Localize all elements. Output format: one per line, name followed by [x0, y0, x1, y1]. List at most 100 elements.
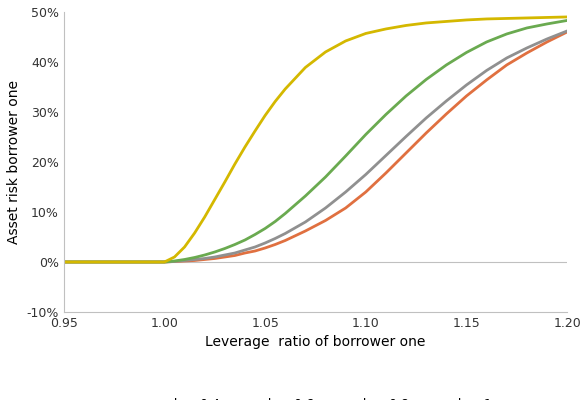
rho=0.8: [483, 40, 490, 44]
rho=0.8: [302, 194, 309, 198]
rho=0.6: [342, 190, 349, 194]
rho=0.6: [523, 46, 530, 50]
rho=0.6: [60, 260, 67, 264]
rho=0.4: [221, 254, 228, 259]
Line: rho=1: rho=1: [64, 17, 567, 262]
rho=0.8: [181, 257, 188, 262]
rho=0.8: [503, 32, 510, 36]
rho=0.8: [282, 211, 289, 216]
Line: rho=0.8: rho=0.8: [64, 20, 567, 262]
rho=0.6: [362, 172, 369, 177]
rho=1: [252, 128, 259, 133]
rho=0.6: [564, 28, 571, 33]
rho=0.8: [60, 260, 67, 264]
rho=0.4: [423, 130, 430, 135]
rho=0.6: [191, 257, 198, 262]
rho=0.8: [342, 154, 349, 158]
rho=0.4: [382, 170, 389, 175]
rho=0.6: [443, 98, 450, 103]
rho=0.4: [171, 259, 178, 264]
rho=0.4: [463, 94, 470, 98]
rho=0.4: [523, 50, 530, 55]
rho=0.4: [232, 253, 239, 258]
rho=0.4: [201, 257, 208, 262]
rho=0.8: [423, 77, 430, 82]
rho=0.8: [272, 219, 279, 224]
rho=1: [211, 197, 218, 202]
rho=1: [242, 144, 249, 149]
rho=1: [232, 162, 239, 166]
rho=1: [362, 31, 369, 36]
rho=0.4: [161, 260, 168, 264]
rho=0.8: [171, 258, 178, 263]
rho=0.6: [221, 252, 228, 257]
rho=1: [403, 23, 410, 28]
rho=0.8: [232, 242, 239, 247]
rho=0.6: [463, 82, 470, 87]
rho=1: [60, 260, 67, 264]
rho=1: [221, 180, 228, 184]
rho=1: [543, 15, 550, 20]
Line: rho=0.4: rho=0.4: [64, 32, 567, 262]
rho=0.4: [242, 250, 249, 255]
rho=0.8: [191, 255, 198, 260]
rho=0.4: [483, 78, 490, 82]
rho=0.4: [543, 40, 550, 44]
rho=0.8: [443, 62, 450, 67]
Legend: rho=0.4, rho=0.6, rho=0.8, rho=1: rho=0.4, rho=0.6, rho=0.8, rho=1: [133, 393, 497, 400]
rho=1: [443, 19, 450, 24]
rho=0.4: [252, 248, 259, 253]
rho=0.4: [272, 242, 279, 247]
rho=0.6: [242, 248, 249, 252]
rho=1: [523, 16, 530, 20]
rho=0.8: [463, 50, 470, 55]
X-axis label: Leverage  ratio of borrower one: Leverage ratio of borrower one: [205, 336, 426, 350]
rho=0.4: [362, 190, 369, 194]
rho=1: [423, 20, 430, 25]
rho=0.4: [403, 150, 410, 155]
rho=0.6: [302, 220, 309, 224]
rho=0.6: [181, 258, 188, 263]
rho=0.4: [503, 62, 510, 67]
rho=1: [201, 214, 208, 219]
rho=0.8: [382, 112, 389, 117]
rho=0.8: [322, 174, 329, 179]
Line: rho=0.6: rho=0.6: [64, 31, 567, 262]
rho=1: [302, 65, 309, 70]
rho=0.6: [171, 259, 178, 264]
rho=1: [161, 260, 168, 264]
rho=0.8: [211, 250, 218, 254]
rho=0.6: [403, 134, 410, 139]
rho=1: [342, 38, 349, 43]
rho=0.8: [523, 26, 530, 30]
rho=1: [191, 230, 198, 235]
rho=0.6: [262, 240, 269, 245]
rho=0.8: [403, 94, 410, 98]
rho=1: [282, 86, 289, 91]
rho=1: [262, 113, 269, 118]
rho=0.8: [201, 252, 208, 257]
rho=0.6: [543, 36, 550, 41]
rho=0.6: [252, 244, 259, 249]
rho=0.6: [211, 254, 218, 259]
rho=1: [503, 16, 510, 21]
rho=1: [463, 18, 470, 22]
rho=0.4: [564, 30, 571, 34]
rho=1: [171, 254, 178, 259]
rho=0.8: [252, 232, 259, 237]
rho=0.8: [564, 18, 571, 23]
rho=0.4: [342, 206, 349, 210]
rho=1: [322, 50, 329, 54]
rho=0.4: [60, 260, 67, 264]
rho=1: [382, 26, 389, 31]
rho=0.4: [211, 256, 218, 261]
rho=0.4: [262, 246, 269, 250]
rho=0.6: [282, 231, 289, 236]
rho=0.4: [322, 218, 329, 223]
rho=0.6: [272, 236, 279, 241]
rho=1: [272, 99, 279, 104]
rho=0.8: [221, 246, 228, 251]
rho=0.8: [362, 132, 369, 137]
rho=0.4: [282, 238, 289, 243]
rho=1: [483, 16, 490, 21]
